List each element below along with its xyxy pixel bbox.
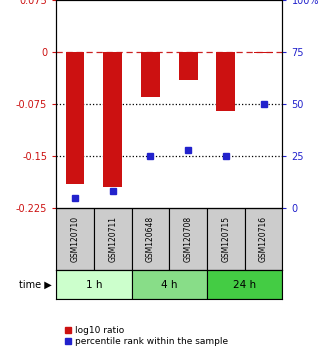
Text: GSM120648: GSM120648 (146, 216, 155, 262)
Text: 4 h: 4 h (161, 280, 178, 290)
Bar (179, 52, 198, 80)
Bar (65, 52, 84, 184)
Text: GSM120716: GSM120716 (259, 216, 268, 262)
Bar (245, 208, 282, 270)
Text: GSM120715: GSM120715 (221, 216, 230, 262)
Legend: log10 ratio, percentile rank within the sample: log10 ratio, percentile rank within the … (61, 322, 232, 349)
Bar (132, 270, 207, 299)
Bar (103, 52, 122, 187)
Bar (169, 208, 207, 270)
Text: GSM120708: GSM120708 (184, 216, 193, 262)
Text: 1 h: 1 h (86, 280, 102, 290)
Bar (132, 208, 169, 270)
Text: 24 h: 24 h (233, 280, 256, 290)
Bar (207, 208, 245, 270)
Bar (141, 52, 160, 97)
Bar (94, 208, 132, 270)
Bar (56, 270, 132, 299)
Bar (207, 270, 282, 299)
Bar (56, 208, 94, 270)
Text: GSM120711: GSM120711 (108, 216, 117, 262)
Text: time ▶: time ▶ (19, 280, 52, 290)
Text: GSM120710: GSM120710 (71, 216, 80, 262)
Bar (216, 52, 235, 111)
Bar (254, 52, 273, 53)
